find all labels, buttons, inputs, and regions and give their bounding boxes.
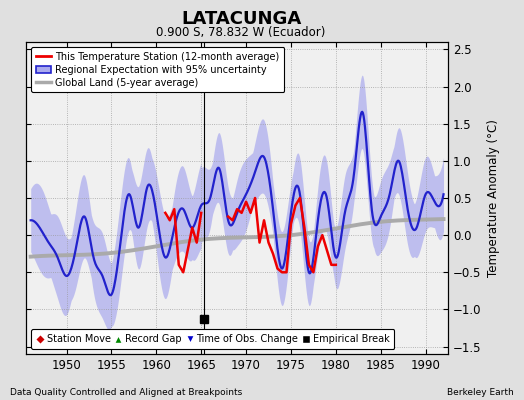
Text: Data Quality Controlled and Aligned at Breakpoints: Data Quality Controlled and Aligned at B… [10, 388, 243, 397]
Text: LATACUNGA: LATACUNGA [181, 10, 301, 28]
Text: Berkeley Earth: Berkeley Earth [447, 388, 514, 397]
Y-axis label: Temperature Anomaly (°C): Temperature Anomaly (°C) [487, 119, 500, 277]
Legend: Station Move, Record Gap, Time of Obs. Change, Empirical Break: Station Move, Record Gap, Time of Obs. C… [31, 330, 395, 349]
Text: 0.900 S, 78.832 W (Ecuador): 0.900 S, 78.832 W (Ecuador) [156, 26, 326, 39]
